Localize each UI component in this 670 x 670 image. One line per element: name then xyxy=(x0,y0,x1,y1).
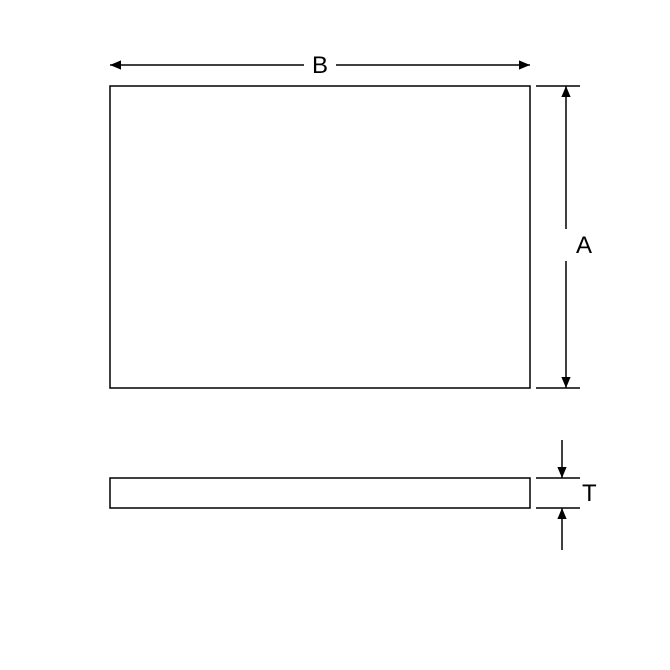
arrowhead xyxy=(561,377,570,388)
arrowhead xyxy=(557,508,566,519)
plan-view-rect xyxy=(110,86,530,388)
arrowhead xyxy=(519,60,530,69)
arrowhead xyxy=(557,467,566,478)
side-view-rect xyxy=(110,478,530,508)
arrowhead xyxy=(561,86,570,97)
dim-t-label: T xyxy=(582,480,597,507)
dim-a-label: A xyxy=(576,232,592,259)
dimension-diagram: B A T xyxy=(0,0,670,670)
dim-b-label: B xyxy=(312,52,328,79)
arrowhead xyxy=(110,60,121,69)
